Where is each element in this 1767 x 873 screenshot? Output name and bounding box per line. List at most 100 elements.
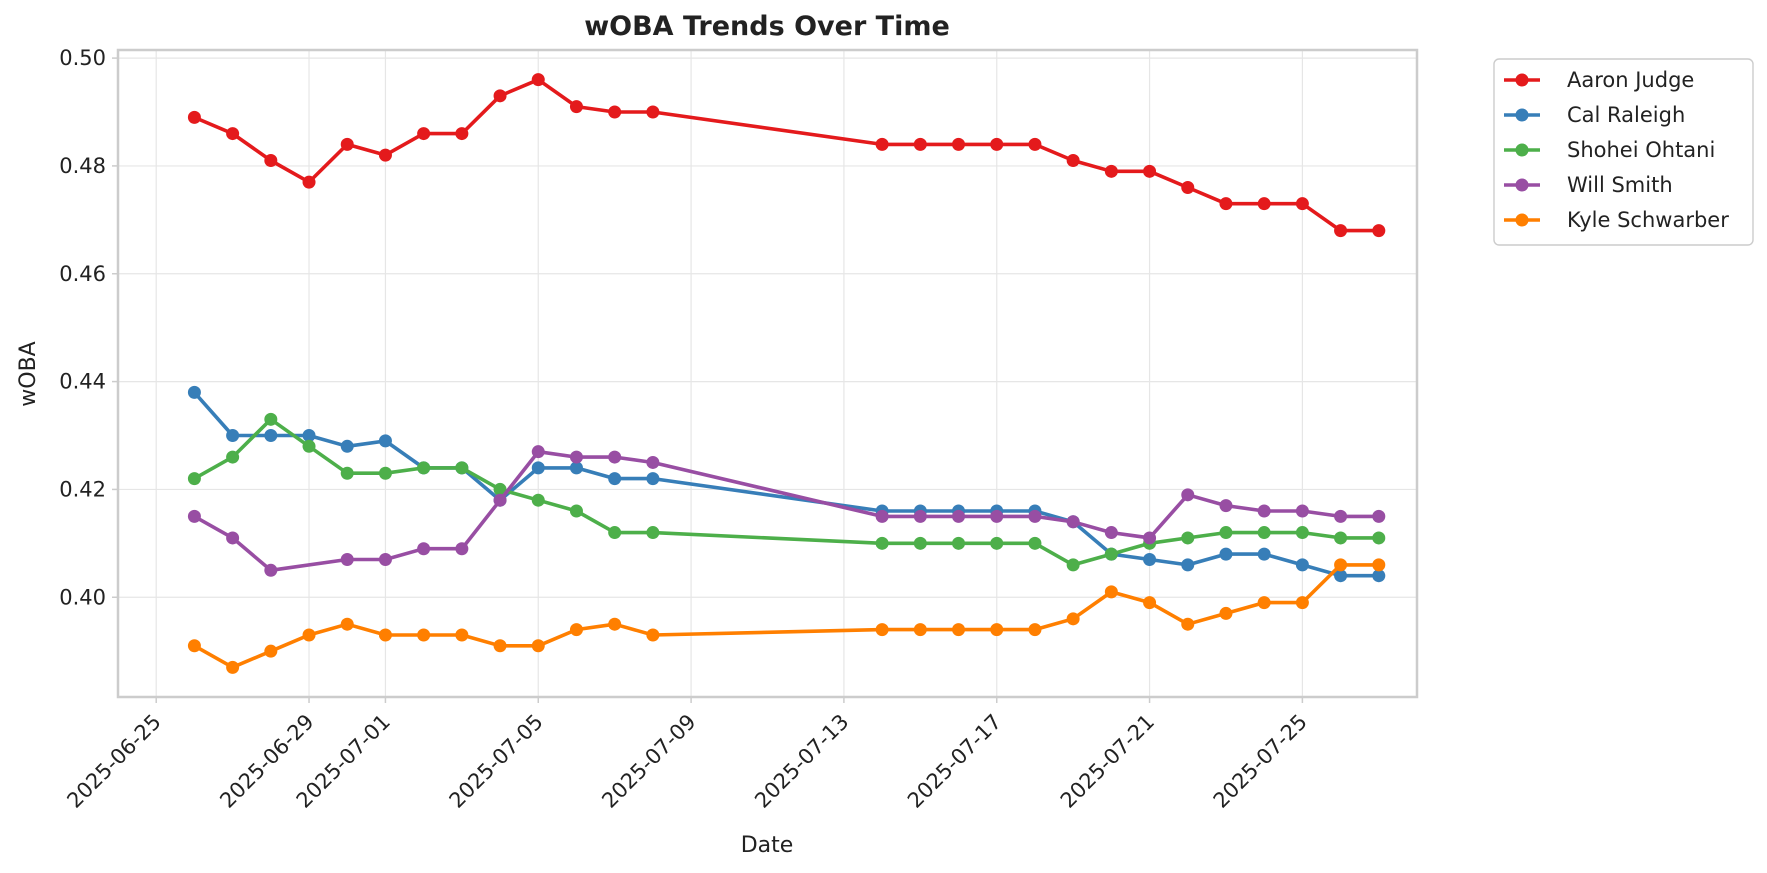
data-point-kyle-schwarber xyxy=(531,639,545,653)
data-point-kyle-schwarber xyxy=(1066,612,1080,626)
data-point-shohei-ohtani xyxy=(417,461,431,475)
data-point-cal-raleigh xyxy=(264,429,278,443)
legend: Aaron Judge Cal Raleigh Shohei Ohtani Will … xyxy=(1493,58,1754,246)
data-point-aaron-judge xyxy=(1104,164,1118,178)
data-point-shohei-ohtani xyxy=(1295,526,1309,540)
data-point-shohei-ohtani xyxy=(531,493,545,507)
data-point-will-smith xyxy=(493,493,507,507)
data-point-will-smith xyxy=(531,445,545,459)
y-axis-label: wOBA xyxy=(16,341,41,406)
data-point-will-smith xyxy=(1257,504,1271,518)
series-aaron-judge xyxy=(187,73,1386,238)
y-tick-label: 0.42 xyxy=(59,477,106,501)
data-point-kyle-schwarber xyxy=(340,617,354,631)
legend-label-shohei-ohtani: Shohei Ohtani xyxy=(1567,138,1715,162)
data-point-cal-raleigh xyxy=(340,439,354,453)
chart-title: wOBA Trends Over Time xyxy=(584,11,950,42)
series-line-will-smith xyxy=(192,449,1381,573)
data-point-aaron-judge xyxy=(340,137,354,151)
data-point-shohei-ohtani xyxy=(1104,547,1118,561)
data-point-kyle-schwarber xyxy=(417,628,431,642)
plot-frame xyxy=(116,48,1419,699)
data-point-shohei-ohtani xyxy=(1181,531,1195,545)
data-point-will-smith xyxy=(187,509,201,523)
data-point-shohei-ohtani xyxy=(952,536,966,550)
data-point-cal-raleigh xyxy=(1181,558,1195,572)
data-point-will-smith xyxy=(417,542,431,556)
data-point-will-smith xyxy=(1028,509,1042,523)
data-point-aaron-judge xyxy=(1257,197,1271,211)
series-will-smith xyxy=(187,445,1386,577)
legend-label-aaron-judge: Aaron Judge xyxy=(1567,68,1694,92)
data-point-kyle-schwarber xyxy=(455,628,469,642)
data-point-shohei-ohtani xyxy=(378,466,392,480)
data-point-aaron-judge xyxy=(990,137,1004,151)
data-point-will-smith xyxy=(1104,526,1118,540)
data-point-shohei-ohtani xyxy=(264,412,278,426)
legend-marker-shohei-ohtani xyxy=(1515,143,1529,157)
data-point-aaron-judge xyxy=(493,89,507,103)
data-point-will-smith xyxy=(952,509,966,523)
data-point-shohei-ohtani xyxy=(990,536,1004,550)
data-point-will-smith xyxy=(340,553,354,567)
data-point-aaron-judge xyxy=(455,127,469,141)
data-point-kyle-schwarber xyxy=(226,660,240,674)
y-tick-label: 0.50 xyxy=(59,46,106,70)
data-point-shohei-ohtani xyxy=(875,536,889,550)
data-point-kyle-schwarber xyxy=(952,623,966,637)
series-shohei-ohtani xyxy=(187,412,1386,572)
data-point-will-smith xyxy=(913,509,927,523)
data-point-aaron-judge xyxy=(1028,137,1042,151)
data-point-will-smith xyxy=(608,450,622,464)
data-point-cal-raleigh xyxy=(1143,553,1157,567)
data-point-aaron-judge xyxy=(1295,197,1309,211)
data-point-will-smith xyxy=(1295,504,1309,518)
data-point-kyle-schwarber xyxy=(1181,617,1195,631)
data-point-will-smith xyxy=(1334,509,1348,523)
data-point-kyle-schwarber xyxy=(1372,558,1386,572)
data-point-shohei-ohtani xyxy=(646,526,660,540)
data-point-cal-raleigh xyxy=(1219,547,1233,561)
data-point-aaron-judge xyxy=(875,137,889,151)
data-point-aaron-judge xyxy=(531,73,545,87)
data-point-kyle-schwarber xyxy=(302,628,316,642)
data-point-aaron-judge xyxy=(913,137,927,151)
data-point-aaron-judge xyxy=(226,127,240,141)
data-point-kyle-schwarber xyxy=(569,623,583,637)
data-point-cal-raleigh xyxy=(608,472,622,486)
data-point-shohei-ohtani xyxy=(913,536,927,550)
legend-box xyxy=(1493,58,1754,246)
data-point-aaron-judge xyxy=(264,154,278,168)
data-point-shohei-ohtani xyxy=(187,472,201,486)
data-point-shohei-ohtani xyxy=(1028,536,1042,550)
data-point-aaron-judge xyxy=(1181,180,1195,194)
data-point-aaron-judge xyxy=(569,100,583,114)
data-point-will-smith xyxy=(1181,488,1195,502)
series-kyle-schwarber xyxy=(187,558,1386,674)
data-point-kyle-schwarber xyxy=(1257,596,1271,610)
data-point-cal-raleigh xyxy=(1334,569,1348,583)
data-point-cal-raleigh xyxy=(187,385,201,399)
data-point-aaron-judge xyxy=(187,110,201,124)
data-point-shohei-ohtani xyxy=(608,526,622,540)
data-point-aaron-judge xyxy=(1066,154,1080,168)
data-point-aaron-judge xyxy=(646,105,660,119)
data-point-shohei-ohtani xyxy=(493,482,507,496)
y-tick-label: 0.46 xyxy=(59,262,106,286)
data-point-kyle-schwarber xyxy=(378,628,392,642)
data-point-aaron-judge xyxy=(608,105,622,119)
data-point-shohei-ohtani xyxy=(1066,558,1080,572)
data-point-cal-raleigh xyxy=(226,429,240,443)
data-point-cal-raleigh xyxy=(378,434,392,448)
legend-label-will-smith: Will Smith xyxy=(1567,173,1673,197)
data-point-cal-raleigh xyxy=(646,472,660,486)
data-point-will-smith xyxy=(875,509,889,523)
data-point-kyle-schwarber xyxy=(608,617,622,631)
data-point-kyle-schwarber xyxy=(1334,558,1348,572)
data-point-shohei-ohtani xyxy=(1334,531,1348,545)
data-point-kyle-schwarber xyxy=(1219,606,1233,620)
data-point-shohei-ohtani xyxy=(1219,526,1233,540)
data-point-aaron-judge xyxy=(1334,224,1348,238)
data-point-will-smith xyxy=(226,531,240,545)
data-point-shohei-ohtani xyxy=(1372,531,1386,545)
